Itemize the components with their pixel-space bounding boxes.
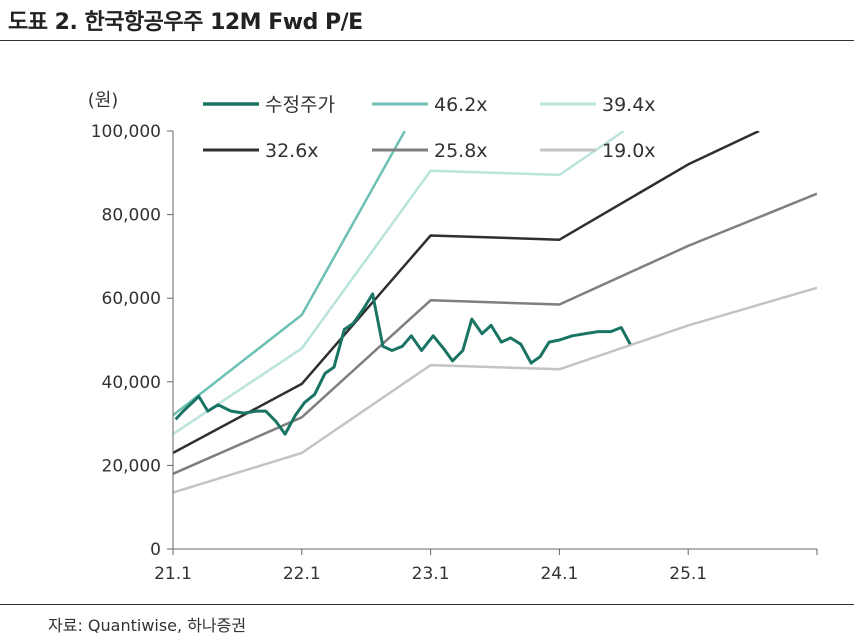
x-tick-label: 25.1 <box>669 564 707 584</box>
series-line-price <box>174 292 632 436</box>
y-tick-label: 20,000 <box>102 456 161 476</box>
series-line-32-6x <box>173 131 760 455</box>
y-tick-label: 80,000 <box>102 206 161 226</box>
x-tick-label: 21.1 <box>154 564 192 584</box>
series-line-19-0x <box>173 286 817 494</box>
series-line-46-2x <box>173 131 406 417</box>
legend-label: 19.0x <box>602 140 656 162</box>
x-tick-label: 23.1 <box>412 564 450 584</box>
x-tick-label: 24.1 <box>540 564 578 584</box>
x-tick-label: 22.1 <box>283 564 321 584</box>
title-rule <box>0 40 854 41</box>
y-tick-label: 60,000 <box>102 289 161 309</box>
legend-label: 수정주가 <box>265 94 335 116</box>
source-note: 자료: Quantiwise, 하나증권 <box>48 616 247 635</box>
legend-label: 46.2x <box>434 94 488 116</box>
legend-label: 32.6x <box>265 140 319 162</box>
legend-label: 39.4x <box>602 94 656 116</box>
legend-label: 25.8x <box>434 140 488 162</box>
footer-rule <box>0 604 854 605</box>
pe-band-chart: 0 20,000 40,000 60,000 80,000 100,000 (원) 21.1 2… <box>88 90 818 584</box>
page-title: 도표 2. 한국항공우주 12M Fwd P/E <box>8 10 363 35</box>
y-tick-label: 40,000 <box>102 373 161 393</box>
y-axis-label: (원) <box>88 90 119 111</box>
series-line-39-4x <box>173 131 625 436</box>
y-tick-label: 0 <box>150 540 161 560</box>
y-tick-label: 100,000 <box>91 122 161 142</box>
